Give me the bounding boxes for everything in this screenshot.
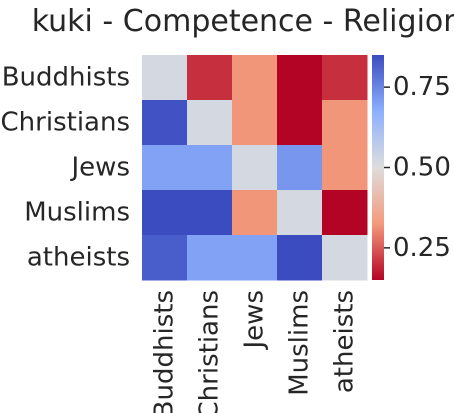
heatmap-cell-jews-buddhists: [142, 145, 188, 191]
heatmap-cell-christians-atheists: [322, 100, 368, 146]
heatmap-cell-buddhists-atheists: [322, 55, 368, 101]
heatmap-cell-atheists-muslims: [277, 235, 323, 281]
column-label-jews: Jews: [240, 290, 270, 350]
row-label-christians: Christians: [1, 108, 130, 138]
heatmap-cell-muslims-muslims: [277, 190, 323, 236]
heatmap-cell-muslims-buddhists: [142, 190, 188, 236]
heatmap-cell-christians-muslims: [277, 100, 323, 146]
heatmap-cell-christians-jews: [232, 100, 278, 146]
heatmap-cell-muslims-atheists: [322, 190, 368, 236]
heatmap-cell-jews-christians: [187, 145, 233, 191]
heatmap-cell-muslims-christians: [187, 190, 233, 236]
colorbar-tick-label: 0.75: [393, 72, 451, 102]
heatmap-cell-jews-jews: [232, 145, 278, 191]
chart-title: kuki - Competence - Religion: [32, 4, 454, 39]
heatmap-cell-jews-atheists: [322, 145, 368, 191]
colorbar-tick-label: 0.50: [393, 153, 451, 183]
heatmap-cell-buddhists-jews: [232, 55, 278, 101]
row-label-muslims: Muslims: [24, 198, 130, 228]
heatmap-cell-atheists-jews: [232, 235, 278, 281]
colorbar: 0.25 0.50 0.75: [372, 55, 451, 280]
heatmap-cell-buddhists-christians: [187, 55, 233, 101]
column-label-buddhists: Buddhists: [150, 290, 180, 413]
heatmap-cell-christians-buddhists: [142, 100, 188, 146]
heatmap-cells: [142, 55, 368, 281]
heatmap-cell-muslims-jews: [232, 190, 278, 236]
column-label-atheists: atheists: [330, 290, 360, 393]
heatmap-cell-atheists-buddhists: [142, 235, 188, 281]
colorbar-gradient: [372, 55, 384, 280]
row-label-atheists: atheists: [27, 243, 130, 273]
row-label-buddhists: Buddhists: [2, 63, 130, 93]
heatmap-cell-buddhists-buddhists: [142, 55, 188, 101]
heatmap-cell-jews-muslims: [277, 145, 323, 191]
heatmap-cell-buddhists-muslims: [277, 55, 323, 101]
heatmap-cell-atheists-christians: [187, 235, 233, 281]
column-label-christians: Christians: [195, 290, 225, 413]
column-label-muslims: Muslims: [285, 290, 315, 396]
heatmap-cell-atheists-atheists: [322, 235, 368, 281]
column-labels: Buddhists Christians Jews Muslims atheists: [150, 290, 360, 413]
row-labels: Buddhists Christians Jews Muslims atheists: [1, 63, 130, 273]
row-label-jews: Jews: [70, 153, 130, 183]
heatmap-cell-christians-christians: [187, 100, 233, 146]
colorbar-tick-label: 0.25: [393, 233, 451, 263]
